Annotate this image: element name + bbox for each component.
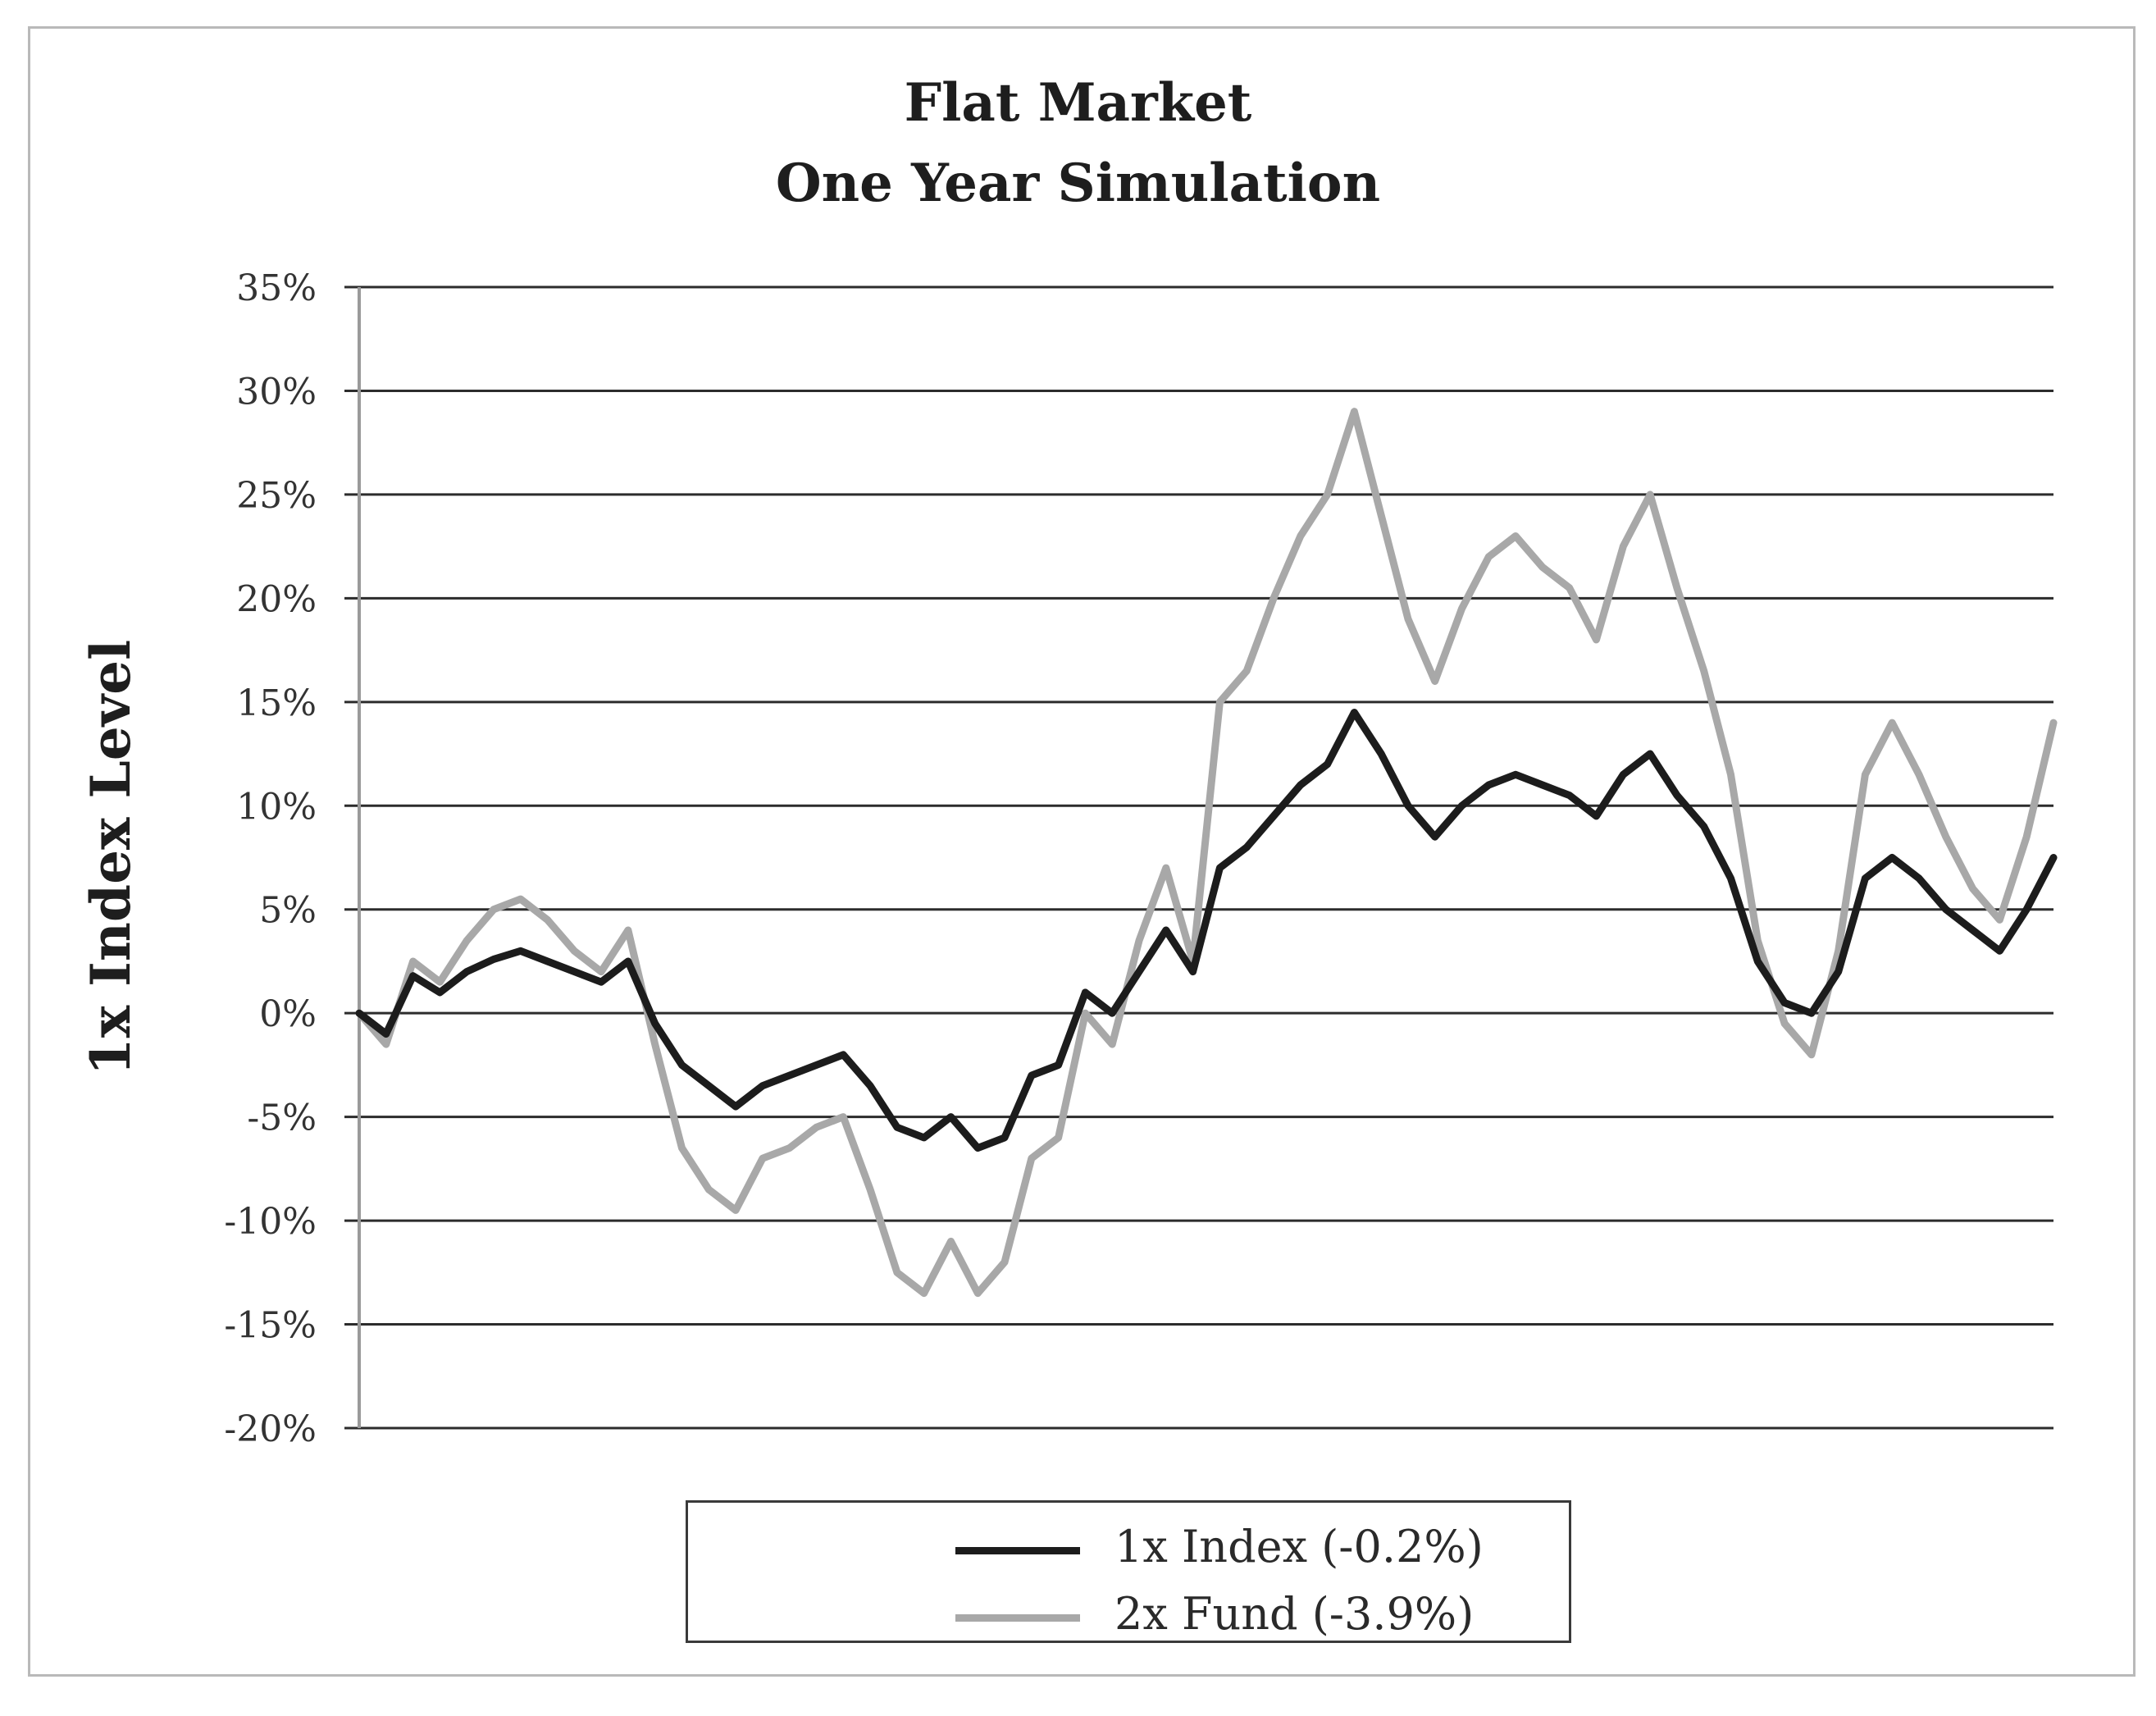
y-tick-label: -15% [224, 1305, 317, 1347]
legend-swatch-2x-fund [955, 1614, 1080, 1622]
y-tick-label: 20% [236, 578, 317, 620]
y-tick-label: 10% [236, 786, 317, 828]
y-tick-label: 15% [236, 682, 317, 724]
legend: 1x Index (-0.2%) 2x Fund (-3.9%) [686, 1500, 1571, 1643]
gridlines [344, 285, 2053, 1430]
y-axis-ticks: 35% 30% 25% 20% 15% 10% 5% 0% -5% -10% -15% -20% [224, 267, 317, 1450]
chart-title: Flat Market [904, 72, 1252, 134]
y-tick-label: 0% [259, 993, 317, 1035]
y-tick-label: 35% [236, 267, 317, 309]
legend-label-2x-fund: 2x Fund (-3.9%) [1114, 1588, 1475, 1640]
series-layer [355, 408, 2058, 1298]
y-tick-label: -20% [224, 1408, 317, 1450]
series-line-1x-index [355, 709, 2058, 1152]
y-tick-label: -5% [247, 1098, 317, 1139]
legend-item-1x-index: 1x Index (-0.2%) [688, 1517, 1569, 1583]
legend-swatch-1x-index [955, 1547, 1080, 1554]
chart-subtitle: One Year Simulation [775, 153, 1381, 214]
legend-label-1x-index: 1x Index (-0.2%) [1114, 1521, 1484, 1572]
y-tick-label: 25% [236, 475, 317, 517]
series-line-2x-fund [355, 408, 2058, 1298]
y-tick-label: -10% [224, 1201, 317, 1243]
y-tick-label: 5% [259, 890, 317, 932]
y-axis-label: 1x Index Level [79, 640, 143, 1075]
chart-frame [28, 26, 2135, 1677]
y-tick-label: 30% [236, 371, 317, 413]
legend-item-2x-fund: 2x Fund (-3.9%) [688, 1585, 1569, 1650]
